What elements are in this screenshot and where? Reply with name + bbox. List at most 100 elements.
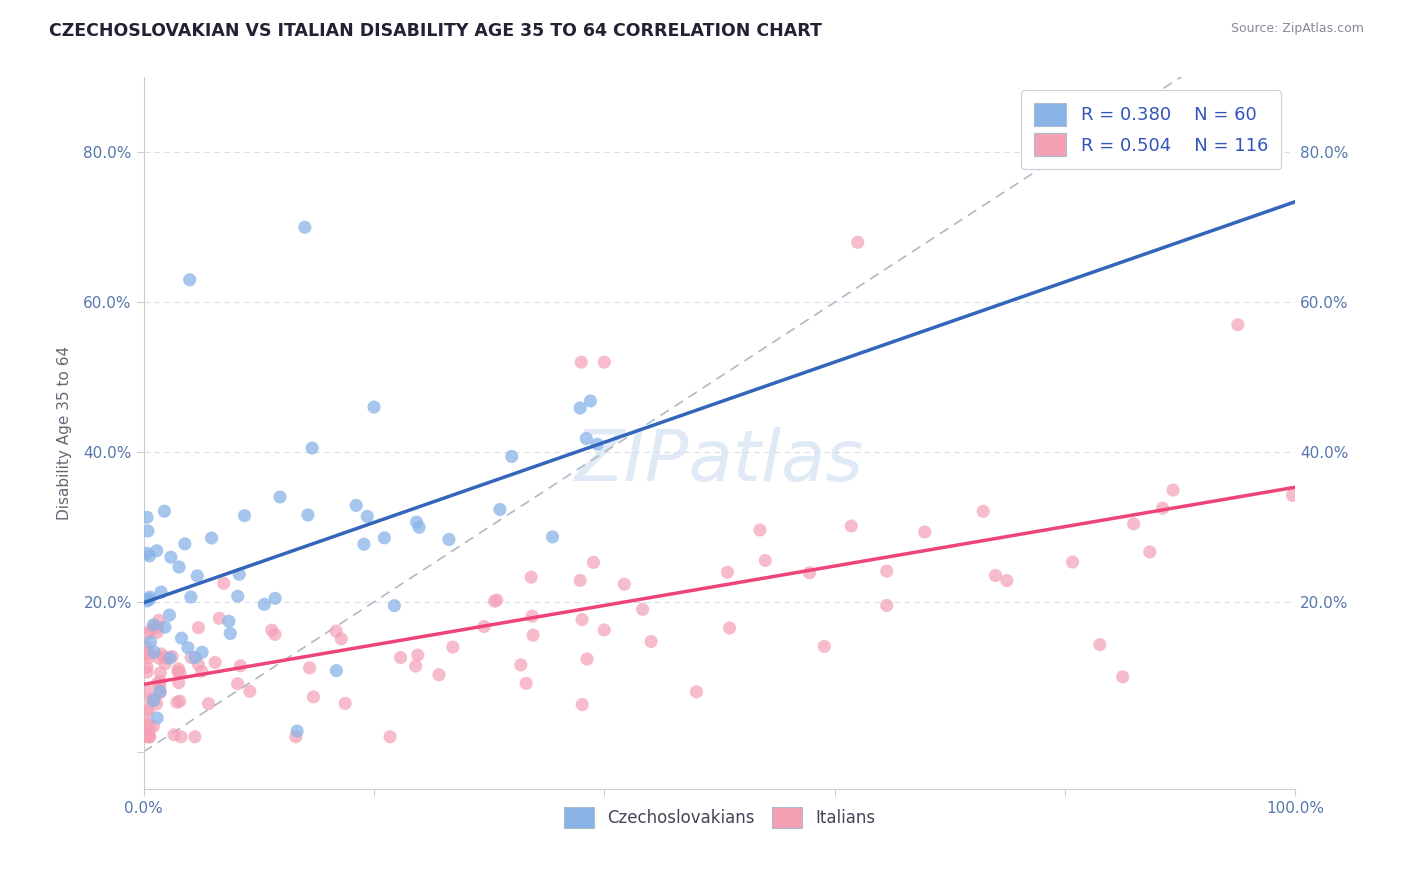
Point — [149, 674, 172, 689]
Point — [284, 730, 307, 744]
Point — [169, 665, 191, 680]
Point — [1226, 318, 1249, 332]
Point — [138, 650, 160, 665]
Point — [145, 697, 167, 711]
Point — [363, 400, 385, 414]
Point — [233, 508, 256, 523]
Point — [138, 592, 160, 607]
Point — [515, 676, 537, 690]
Point — [169, 694, 191, 708]
Point — [754, 553, 776, 567]
Point — [179, 273, 201, 287]
Point — [136, 730, 159, 744]
Point — [153, 650, 176, 665]
Point — [149, 665, 172, 680]
Point — [190, 664, 212, 678]
Point — [302, 690, 325, 704]
Point — [484, 594, 506, 608]
Point — [200, 531, 222, 545]
Point — [718, 621, 741, 635]
Point — [1152, 501, 1174, 516]
Point — [378, 730, 401, 744]
Point — [330, 632, 353, 646]
Point — [541, 530, 564, 544]
Point — [187, 657, 209, 672]
Point — [799, 566, 821, 580]
Point — [139, 692, 162, 706]
Point — [170, 631, 193, 645]
Point — [204, 656, 226, 670]
Point — [294, 220, 316, 235]
Text: Source: ZipAtlas.com: Source: ZipAtlas.com — [1230, 22, 1364, 36]
Point — [382, 599, 405, 613]
Point — [1281, 488, 1303, 502]
Point — [170, 730, 193, 744]
Point — [146, 711, 169, 725]
Point — [582, 555, 605, 569]
Point — [149, 684, 172, 698]
Point — [285, 724, 308, 739]
Point — [593, 355, 616, 369]
Point — [408, 520, 430, 534]
Point — [569, 355, 592, 369]
Point — [685, 685, 707, 699]
Point — [228, 567, 250, 582]
Point — [489, 502, 512, 516]
Point — [166, 695, 188, 709]
Point — [136, 594, 159, 608]
Text: CZECHOSLOVAKIAN VS ITALIAN DISABILITY AGE 35 TO 64 CORRELATION CHART: CZECHOSLOVAKIAN VS ITALIAN DISABILITY AG… — [49, 22, 823, 40]
Point — [405, 659, 427, 673]
Point — [160, 649, 183, 664]
Point — [576, 652, 599, 666]
Point — [153, 657, 176, 671]
Point — [472, 619, 495, 633]
Point — [153, 504, 176, 518]
Point — [212, 576, 235, 591]
Point — [184, 650, 207, 665]
Point — [846, 235, 869, 250]
Point — [344, 499, 367, 513]
Point — [136, 704, 159, 718]
Point — [150, 585, 173, 599]
Point — [153, 620, 176, 634]
Point — [972, 504, 994, 518]
Legend: Czechoslovakians, Italians: Czechoslovakians, Italians — [557, 801, 882, 834]
Point — [146, 676, 169, 690]
Point — [143, 619, 166, 633]
Point — [1111, 670, 1133, 684]
Point — [716, 566, 738, 580]
Point — [813, 640, 835, 654]
Point — [569, 574, 592, 588]
Point — [522, 628, 544, 642]
Point — [301, 441, 323, 455]
Point — [136, 665, 159, 679]
Point — [253, 598, 276, 612]
Point — [173, 537, 195, 551]
Point — [984, 568, 1007, 582]
Point — [1122, 516, 1144, 531]
Point — [208, 611, 231, 625]
Point — [136, 510, 159, 524]
Point — [501, 450, 523, 464]
Point — [876, 599, 898, 613]
Point — [297, 508, 319, 522]
Point — [269, 490, 291, 504]
Point — [143, 645, 166, 659]
Point — [166, 665, 188, 679]
Point — [520, 570, 543, 584]
Point — [187, 621, 209, 635]
Point — [197, 697, 219, 711]
Point — [226, 590, 249, 604]
Point — [437, 533, 460, 547]
Point — [138, 592, 160, 607]
Point — [160, 550, 183, 565]
Y-axis label: Disability Age 35 to 64: Disability Age 35 to 64 — [58, 346, 72, 520]
Point — [1139, 545, 1161, 559]
Point — [136, 716, 159, 731]
Point — [219, 626, 242, 640]
Point — [229, 658, 252, 673]
Point — [136, 524, 159, 538]
Point — [373, 531, 395, 545]
Point — [136, 647, 159, 661]
Point — [139, 590, 162, 604]
